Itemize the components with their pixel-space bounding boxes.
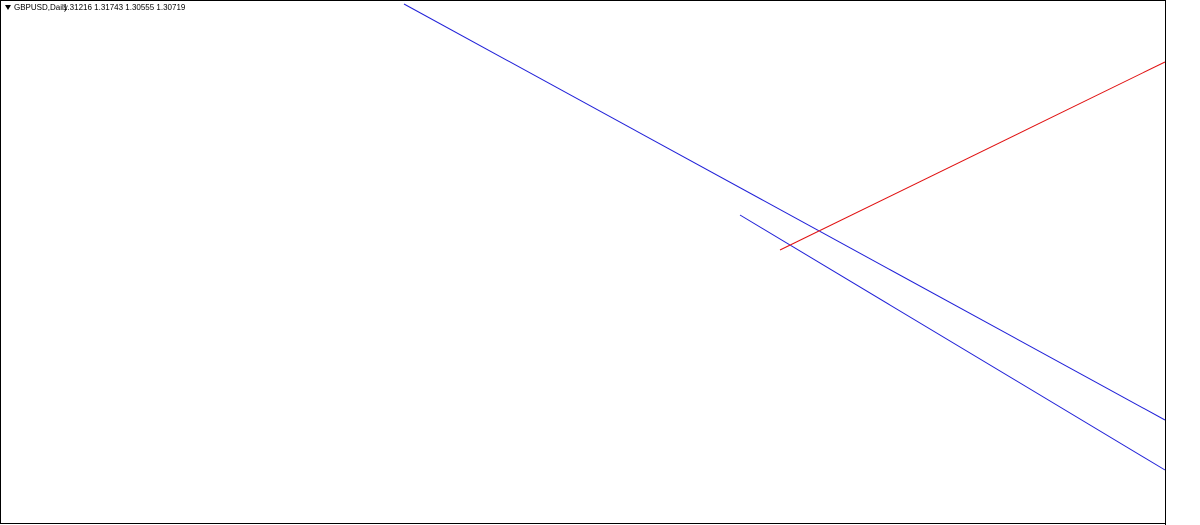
header-values: 1.31216 1.31743 1.30555 1.30719	[63, 3, 186, 12]
trendline	[403, 3, 1166, 421]
menu-arrow[interactable]	[5, 5, 11, 10]
trendline	[739, 214, 1166, 471]
chart-title: GBPUSD,Daily	[14, 3, 68, 12]
trendline	[779, 61, 1166, 251]
plot-frame	[0, 0, 1166, 524]
